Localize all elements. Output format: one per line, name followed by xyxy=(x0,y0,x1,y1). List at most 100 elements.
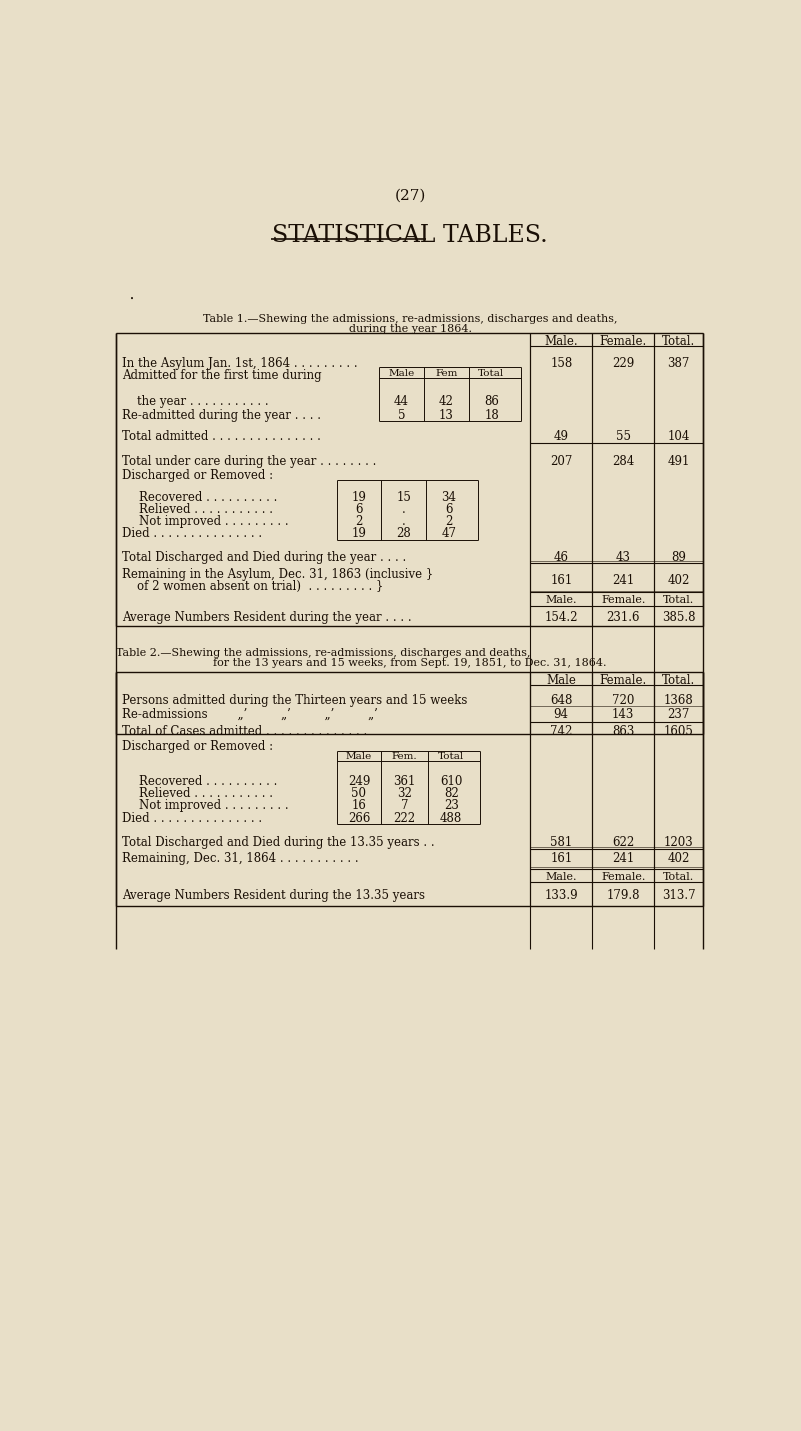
Text: the year . . . . . . . . . . .: the year . . . . . . . . . . . xyxy=(122,395,268,408)
Text: STATISTICAL TABLES.: STATISTICAL TABLES. xyxy=(272,225,548,248)
Text: 23: 23 xyxy=(444,800,459,813)
Text: 385.8: 385.8 xyxy=(662,611,695,624)
Text: 2: 2 xyxy=(356,515,363,528)
Text: 5: 5 xyxy=(398,409,405,422)
Text: 610: 610 xyxy=(440,774,462,787)
Text: 488: 488 xyxy=(440,811,462,824)
Text: 34: 34 xyxy=(441,491,457,504)
Text: Female.: Female. xyxy=(600,335,647,348)
Text: 94: 94 xyxy=(553,708,569,721)
Text: Table 1.—Shewing the admissions, re-admissions, discharges and deaths,: Table 1.—Shewing the admissions, re-admi… xyxy=(203,315,618,325)
Text: Total.: Total. xyxy=(663,595,694,605)
Text: 19: 19 xyxy=(352,491,366,504)
Text: Average Numbers Resident during the year . . . .: Average Numbers Resident during the year… xyxy=(122,611,412,624)
Text: 249: 249 xyxy=(348,774,370,787)
Text: 13: 13 xyxy=(439,409,454,422)
Text: 1605: 1605 xyxy=(664,724,694,737)
Text: Male: Male xyxy=(546,674,576,687)
Text: Recovered . . . . . . . . . .: Recovered . . . . . . . . . . xyxy=(139,491,277,504)
Text: Discharged or Removed :: Discharged or Removed : xyxy=(122,469,273,482)
Text: 143: 143 xyxy=(612,708,634,721)
Text: during the year 1864.: during the year 1864. xyxy=(348,325,472,335)
Text: 47: 47 xyxy=(441,528,457,541)
Text: Fem: Fem xyxy=(436,369,457,378)
Text: 55: 55 xyxy=(616,431,630,444)
Text: 720: 720 xyxy=(612,694,634,707)
Text: 402: 402 xyxy=(667,851,690,864)
Text: Male.: Male. xyxy=(545,335,578,348)
Text: Female.: Female. xyxy=(600,674,647,687)
Text: 19: 19 xyxy=(352,528,366,541)
Text: 179.8: 179.8 xyxy=(606,889,640,902)
Text: 43: 43 xyxy=(616,551,630,564)
Text: Average Numbers Resident during the 13.35 years: Average Numbers Resident during the 13.3… xyxy=(122,889,425,902)
Text: Re-admitted during the year . . . .: Re-admitted during the year . . . . xyxy=(122,409,321,422)
Text: 402: 402 xyxy=(667,574,690,587)
Text: 32: 32 xyxy=(397,787,413,800)
Text: Total.: Total. xyxy=(662,335,695,348)
Text: 361: 361 xyxy=(393,774,416,787)
Text: 241: 241 xyxy=(612,574,634,587)
Text: Fem.: Fem. xyxy=(392,753,417,761)
Text: 237: 237 xyxy=(667,708,690,721)
Text: 581: 581 xyxy=(550,836,573,849)
Text: Died . . . . . . . . . . . . . . .: Died . . . . . . . . . . . . . . . xyxy=(122,528,262,541)
Text: Male: Male xyxy=(346,753,372,761)
Text: 161: 161 xyxy=(550,574,573,587)
Text: 28: 28 xyxy=(396,528,411,541)
Text: 266: 266 xyxy=(348,811,370,824)
Text: 7: 7 xyxy=(401,800,409,813)
Text: Remaining, Dec. 31, 1864 . . . . . . . . . . .: Remaining, Dec. 31, 1864 . . . . . . . .… xyxy=(122,851,359,864)
Text: 46: 46 xyxy=(553,551,569,564)
Text: Total of Cases admitted . . . . . . . . . . . . . .: Total of Cases admitted . . . . . . . . … xyxy=(122,724,367,737)
Text: Total admitted . . . . . . . . . . . . . . .: Total admitted . . . . . . . . . . . . .… xyxy=(122,431,320,444)
Text: 742: 742 xyxy=(550,724,573,737)
Text: Total: Total xyxy=(438,753,465,761)
Text: 86: 86 xyxy=(484,395,499,408)
Text: 1368: 1368 xyxy=(664,694,694,707)
Text: Female.: Female. xyxy=(601,595,646,605)
Text: 104: 104 xyxy=(667,431,690,444)
Text: .: . xyxy=(402,502,406,515)
Text: 313.7: 313.7 xyxy=(662,889,695,902)
Text: Remaining in the Asylum, Dec. 31, 1863 (inclusive }: Remaining in the Asylum, Dec. 31, 1863 (… xyxy=(122,568,433,581)
Text: 622: 622 xyxy=(612,836,634,849)
Text: Total: Total xyxy=(478,369,505,378)
Text: 648: 648 xyxy=(550,694,573,707)
Text: 42: 42 xyxy=(439,395,454,408)
Text: 241: 241 xyxy=(612,851,634,864)
Text: 231.6: 231.6 xyxy=(606,611,640,624)
Text: 89: 89 xyxy=(671,551,686,564)
Text: Table 2.—Shewing the admissions, re-admissions, discharges and deaths,: Table 2.—Shewing the admissions, re-admi… xyxy=(115,648,530,658)
Text: 154.2: 154.2 xyxy=(545,611,578,624)
Text: 16: 16 xyxy=(352,800,366,813)
Text: 133.9: 133.9 xyxy=(545,889,578,902)
Text: 863: 863 xyxy=(612,724,634,737)
Text: Re-admissions        „’         „’         „’         „’: Re-admissions „’ „’ „’ „’ xyxy=(122,708,378,721)
Text: Total.: Total. xyxy=(663,871,694,881)
Text: In the Asylum Jan. 1st, 1864 . . . . . . . . .: In the Asylum Jan. 1st, 1864 . . . . . .… xyxy=(122,356,357,369)
Text: Male.: Male. xyxy=(545,595,577,605)
Text: 222: 222 xyxy=(393,811,416,824)
Text: 15: 15 xyxy=(396,491,412,504)
Text: Persons admitted during the Thirteen years and 15 weeks: Persons admitted during the Thirteen yea… xyxy=(122,694,467,707)
Text: •: • xyxy=(130,295,134,303)
Text: Male: Male xyxy=(388,369,415,378)
Text: Not improved . . . . . . . . .: Not improved . . . . . . . . . xyxy=(139,515,288,528)
Text: Female.: Female. xyxy=(601,871,646,881)
Text: of 2 women absent on trial)  . . . . . . . . . }: of 2 women absent on trial) . . . . . . … xyxy=(122,580,383,592)
Text: Not improved . . . . . . . . .: Not improved . . . . . . . . . xyxy=(139,800,288,813)
Text: Total.: Total. xyxy=(662,674,695,687)
Text: Relieved . . . . . . . . . . .: Relieved . . . . . . . . . . . xyxy=(139,502,273,515)
Text: 207: 207 xyxy=(550,455,573,468)
Text: Total under care during the year . . . . . . . .: Total under care during the year . . . .… xyxy=(122,455,376,468)
Text: 2: 2 xyxy=(445,515,453,528)
Text: Admitted for the first time during: Admitted for the first time during xyxy=(122,369,321,382)
Text: 49: 49 xyxy=(553,431,569,444)
Text: 82: 82 xyxy=(444,787,459,800)
Text: Male.: Male. xyxy=(545,871,577,881)
Text: (27): (27) xyxy=(394,189,426,203)
Text: Total Discharged and Died during the 13.35 years . .: Total Discharged and Died during the 13.… xyxy=(122,836,434,849)
Text: Died . . . . . . . . . . . . . . .: Died . . . . . . . . . . . . . . . xyxy=(122,811,262,824)
Text: 44: 44 xyxy=(394,395,409,408)
